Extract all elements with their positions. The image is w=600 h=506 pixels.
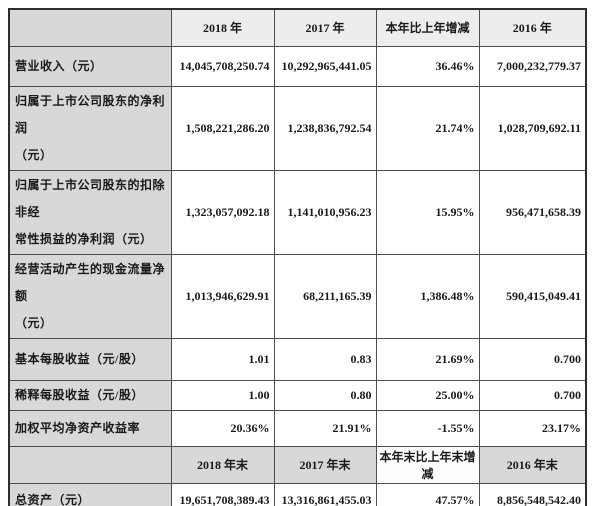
blank-header-cell xyxy=(8,445,172,484)
cell-yoy-change: 1,386.48% xyxy=(375,253,480,339)
cell-2018: 1,323,057,092.18 xyxy=(170,169,275,255)
cell-2018: 19,651,708,389.43 xyxy=(170,482,275,506)
cell-2018: 1.01 xyxy=(170,337,275,381)
cell-2017: 13,316,861,455.03 xyxy=(273,482,377,506)
cell-2017: 68,211,165.39 xyxy=(273,253,377,339)
row-label: 稀释每股收益（元/股） xyxy=(8,379,172,411)
cell-2017: 0.80 xyxy=(273,379,377,411)
cell-yoy-change: 36.46% xyxy=(375,45,480,87)
column-header-2017: 2017 年 xyxy=(273,8,377,47)
table-row-operating-revenue: 营业收入（元） 14,045,708,250.74 10,292,965,441… xyxy=(8,45,587,87)
row-label: 营业收入（元） xyxy=(8,45,172,87)
column-header-2017-end: 2017 年末 xyxy=(273,445,377,484)
cell-2017: 0.83 xyxy=(273,337,377,381)
table-row-net-profit-excl-nonrecurring: 归属于上市公司股东的扣除非经 常性损益的净利润（元） 1,323,057,092… xyxy=(8,169,587,255)
column-header-2016-end: 2016 年末 xyxy=(478,445,587,484)
financial-summary-table: 2018 年 2017 年 本年比上年增减 2016 年 营业收入（元） 14,… xyxy=(8,8,587,506)
table-row-basic-eps: 基本每股收益（元/股） 1.01 0.83 21.69% 0.700 xyxy=(8,337,587,381)
cell-2017: 1,238,836,792.54 xyxy=(273,85,377,171)
cell-yoy-change: 25.00% xyxy=(375,379,480,411)
row-label: 加权平均净资产收益率 xyxy=(8,409,172,447)
period-end-header-row: 2018 年末 2017 年末 本年末比上年末增减 2016 年末 xyxy=(8,445,587,484)
blank-header-cell xyxy=(8,8,172,47)
cell-2018: 1,508,221,286.20 xyxy=(170,85,275,171)
row-label: 总资产（元） xyxy=(8,482,172,506)
cell-2017: 21.91% xyxy=(273,409,377,447)
cell-2018: 20.36% xyxy=(170,409,275,447)
cell-yoy-change: 47.57% xyxy=(375,482,480,506)
column-header-2018-end: 2018 年末 xyxy=(170,445,275,484)
cell-2016: 956,471,658.39 xyxy=(478,169,587,255)
column-header-2016: 2016 年 xyxy=(478,8,587,47)
cell-2018: 14,045,708,250.74 xyxy=(170,45,275,87)
row-label: 归属于上市公司股东的扣除非经 常性损益的净利润（元） xyxy=(8,169,172,255)
cell-yoy-change: 15.95% xyxy=(375,169,480,255)
cell-yoy-change: 21.69% xyxy=(375,337,480,381)
cell-yoy-change: -1.55% xyxy=(375,409,480,447)
period-header-row: 2018 年 2017 年 本年比上年增减 2016 年 xyxy=(8,8,587,47)
table-row-diluted-eps: 稀释每股收益（元/股） 1.00 0.80 25.00% 0.700 xyxy=(8,379,587,411)
table-row-total-assets: 总资产（元） 19,651,708,389.43 13,316,861,455.… xyxy=(8,482,587,506)
column-header-yoy-change: 本年比上年增减 xyxy=(375,8,480,47)
row-label: 基本每股收益（元/股） xyxy=(8,337,172,381)
cell-2016: 590,415,049.41 xyxy=(478,253,587,339)
column-header-2018: 2018 年 xyxy=(170,8,275,47)
cell-2016: 7,000,232,779.37 xyxy=(478,45,587,87)
table-row-weighted-avg-roe: 加权平均净资产收益率 20.36% 21.91% -1.55% 23.17% xyxy=(8,409,587,447)
cell-yoy-change: 21.74% xyxy=(375,85,480,171)
cell-2017: 10,292,965,441.05 xyxy=(273,45,377,87)
row-label: 归属于上市公司股东的净利润 （元） xyxy=(8,85,172,171)
column-header-yoy-end-change: 本年末比上年末增减 xyxy=(375,445,480,484)
cell-2016: 1,028,709,692.11 xyxy=(478,85,587,171)
cell-2016: 0.700 xyxy=(478,337,587,381)
cell-2018: 1,013,946,629.91 xyxy=(170,253,275,339)
document-page: 2018 年 2017 年 本年比上年增减 2016 年 营业收入（元） 14,… xyxy=(0,8,600,506)
table-row-net-profit: 归属于上市公司股东的净利润 （元） 1,508,221,286.20 1,238… xyxy=(8,85,587,171)
cell-2016: 0.700 xyxy=(478,379,587,411)
cell-2016: 23.17% xyxy=(478,409,587,447)
cell-2017: 1,141,010,956.23 xyxy=(273,169,377,255)
cell-2018: 1.00 xyxy=(170,379,275,411)
table-row-operating-cash-flow: 经营活动产生的现金流量净额 （元） 1,013,946,629.91 68,21… xyxy=(8,253,587,339)
cell-2016: 8,856,548,542.40 xyxy=(478,482,587,506)
row-label: 经营活动产生的现金流量净额 （元） xyxy=(8,253,172,339)
